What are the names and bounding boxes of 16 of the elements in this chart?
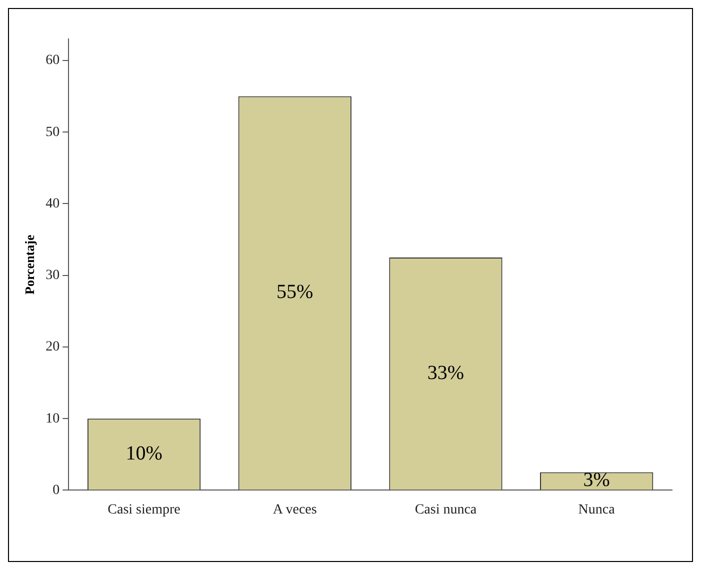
y-tick-label: 60 <box>46 53 60 68</box>
data-label: 3% <box>583 469 610 492</box>
data-label: 33% <box>427 362 464 384</box>
x-tick-label: Casi siempre <box>108 502 180 518</box>
y-tick-label: 10 <box>46 411 60 426</box>
x-tick-label: A veces <box>272 502 317 518</box>
x-tick-label: Nunca <box>578 502 616 518</box>
y-tick-label: 0 <box>52 482 60 498</box>
y-tick-label: 20 <box>46 340 60 355</box>
y-tick-label: 30 <box>46 268 60 284</box>
y-tick-label: 50 <box>46 124 60 140</box>
y-tick-label: 40 <box>46 196 60 212</box>
data-label: 55% <box>276 281 314 304</box>
x-tick-label: Casi nunca <box>414 502 478 518</box>
data-label: 10% <box>126 442 162 464</box>
y-axis-title: Porcentaje <box>22 234 38 294</box>
